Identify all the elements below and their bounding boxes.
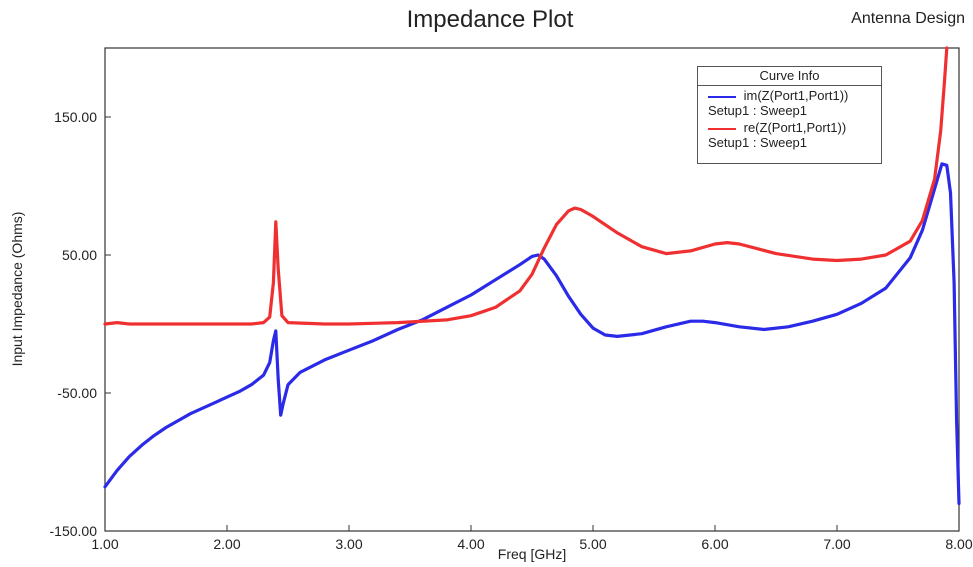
chart-subtitle: Antenna Design — [851, 10, 965, 27]
y-tick-label: 150.00 — [54, 109, 97, 125]
legend: Curve Info im(Z(Port1,Port1)) Setup1 : S… — [697, 66, 882, 164]
series-group — [103, 46, 961, 505]
y-tick-label: -50.00 — [57, 385, 97, 401]
legend-setup-re: Setup1 : Sweep1 — [708, 135, 808, 150]
y-axis-label: Input Impedance (Ohms) — [9, 212, 25, 367]
series-line-re — [103, 46, 949, 326]
y-tick-label: -150.00 — [50, 523, 98, 539]
plot-frame — [104, 47, 960, 532]
x-tick-label: 4.00 — [457, 536, 484, 552]
x-axis: 1.00 2.00 3.00 4.00 5.00 6.00 7.00 8.00 — [91, 525, 973, 552]
y-tick-label: 50.00 — [62, 247, 97, 263]
legend-entry-re: re(Z(Port1,Port1)) Setup1 : Sweep1 — [698, 120, 881, 150]
legend-label-re: re(Z(Port1,Port1)) — [743, 120, 847, 135]
legend-title: Curve Info — [698, 67, 881, 86]
legend-label-im: im(Z(Port1,Port1)) — [743, 88, 849, 103]
x-tick-label: 7.00 — [823, 536, 850, 552]
x-tick-label: 8.00 — [945, 536, 972, 552]
x-tick-label: 6.00 — [701, 536, 728, 552]
x-axis-label: Freq [GHz] — [498, 546, 566, 562]
x-tick-label: 2.00 — [213, 536, 240, 552]
legend-entry-im: im(Z(Port1,Port1)) Setup1 : Sweep1 — [698, 88, 881, 118]
legend-swatch-re — [708, 127, 736, 130]
x-tick-label: 3.00 — [335, 536, 362, 552]
x-tick-label: 1.00 — [91, 536, 118, 552]
chart-title: Impedance Plot — [406, 6, 574, 33]
legend-setup-im: Setup1 : Sweep1 — [708, 103, 808, 118]
y-axis: -150.00 -50.00 50.00 150.00 — [50, 109, 111, 539]
series-line-im — [103, 162, 961, 505]
legend-swatch-im — [708, 95, 736, 98]
x-tick-label: 5.00 — [579, 536, 606, 552]
